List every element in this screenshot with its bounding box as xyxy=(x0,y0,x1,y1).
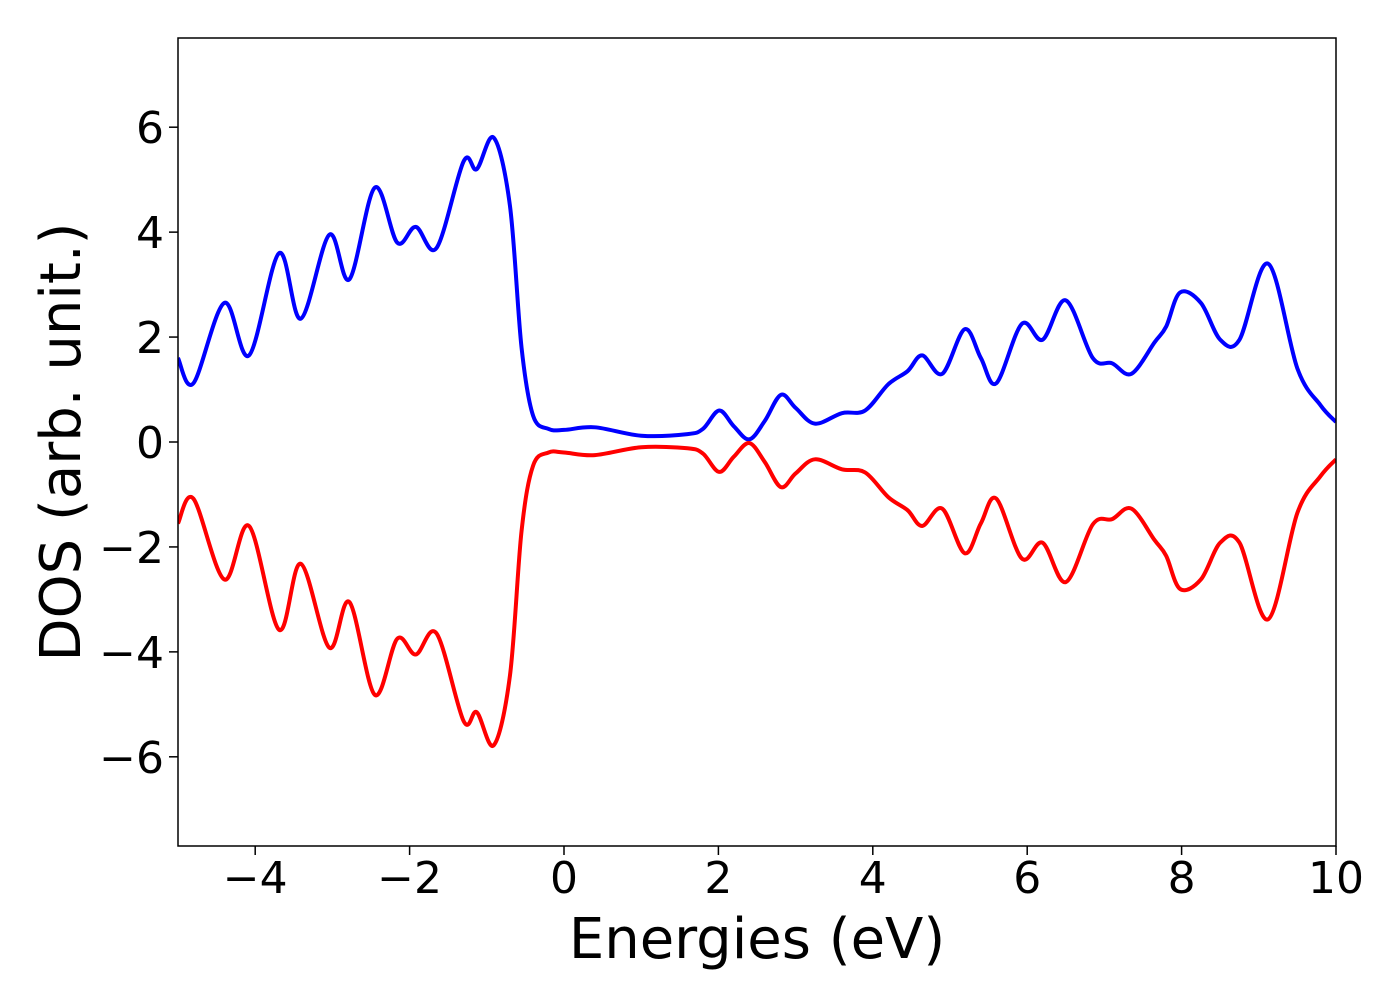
x-tick-label: −2 xyxy=(377,853,442,904)
line-series xyxy=(178,135,1336,442)
y-tick-label: −4 xyxy=(99,628,164,679)
x-tick-label: −4 xyxy=(223,853,288,904)
plot-frame xyxy=(177,37,1337,847)
y-axis-label: DOS (arb. unit.) xyxy=(29,222,94,661)
x-tick-label: 10 xyxy=(1308,853,1364,904)
y-tick-label: 0 xyxy=(136,418,164,469)
y-tick-label: −6 xyxy=(99,733,164,784)
y-tick-label: 6 xyxy=(136,103,164,154)
line-series xyxy=(178,441,1336,748)
y-tick-label: 4 xyxy=(136,208,164,259)
x-tick-label: 2 xyxy=(704,853,732,904)
y-tick-label: −2 xyxy=(99,523,164,574)
x-axis-label: Energies (eV) xyxy=(569,907,945,972)
x-tick-label: 6 xyxy=(1013,853,1041,904)
y-tick-label: 2 xyxy=(136,313,164,364)
x-tick-label: 4 xyxy=(859,853,887,904)
x-tick-label: 8 xyxy=(1168,853,1196,904)
x-tick-label: 0 xyxy=(550,853,578,904)
